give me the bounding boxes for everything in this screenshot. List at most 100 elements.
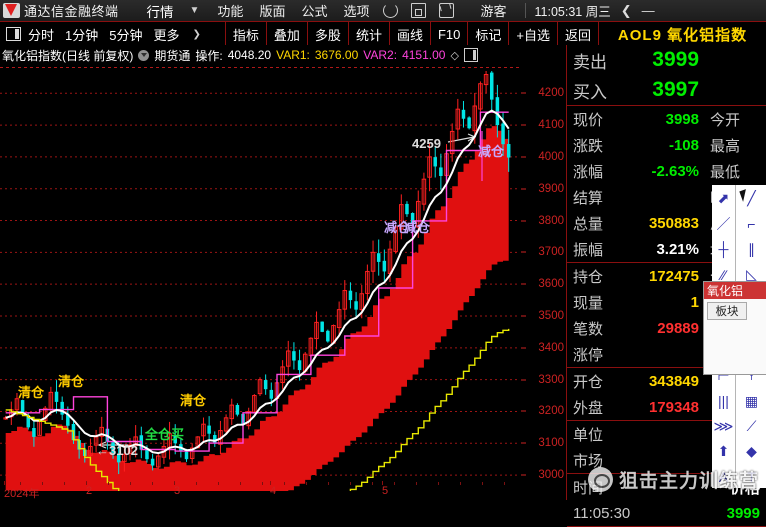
main-menu-bar: 通达信金融终端 行情 ▼ 功能 版面 公式 选项 游客 11:05:31 周三 … [0,0,766,22]
fan-icon[interactable]: ⋙ [713,418,734,435]
candle-body [483,74,489,86]
period-more[interactable]: 更多 [153,27,180,43]
button-drawline[interactable]: 画线 [388,22,430,46]
date-tick-label: 4 [270,485,277,497]
price-tick-label: 3800 [538,214,564,227]
quote-row-label2: 今开 [710,111,741,129]
date-minor-tick [20,482,21,485]
quote-row: 单位 [567,421,766,447]
refresh-icon[interactable] [383,3,399,18]
gann-icon[interactable]: ◺ [746,266,757,283]
menu-item-function[interactable]: 功能 [217,4,244,19]
mail-icon[interactable] [439,3,455,18]
ruler-icon[interactable]: ⌐ [747,215,756,232]
chart-pane[interactable]: 氧化铝指数(日线 前复权) 期货通 操作: 4048.20 VAR1: 3676… [0,45,567,500]
candle-body [201,423,206,437]
diamond-icon[interactable]: ◇ [450,49,459,62]
layout-icon[interactable] [6,27,21,41]
channel-icon[interactable]: ∥ [748,240,755,257]
candle-body [467,117,471,129]
operation-label: 操作: [195,48,223,63]
price-chart-svg[interactable] [0,71,520,491]
panel-icon[interactable] [463,48,478,62]
chart-annotation: 清仓 [180,393,207,408]
candle-body [263,380,268,390]
price-tick-mark [521,410,526,412]
user-guest-label[interactable]: 游客 [480,4,507,19]
ray-icon[interactable]: ⟋ [746,418,757,435]
candle-body [292,351,296,361]
date-minor-tick [240,482,241,485]
price-tick-mark [521,379,526,381]
candle-body [439,167,443,176]
arrow-up-icon[interactable]: ⬆ [717,443,730,460]
candle-body [14,398,20,411]
row-sell[interactable]: 卖出 3999 [567,45,766,75]
quote-row-label: 单位 [573,426,604,444]
row-buy[interactable]: 买入 3997 [567,75,766,105]
var2-value: 4151.00 [402,48,446,62]
quote-row-label: 振幅 [573,241,604,259]
candle-body [461,109,466,119]
save-icon[interactable] [411,3,427,18]
button-multistock[interactable]: 多股 [306,22,348,46]
bars-icon[interactable]: ||| [718,393,729,410]
price-tick-mark [521,283,526,285]
stock-title: AOL9 氧化铝指数 [617,26,748,44]
chart-top-gridline [0,67,520,68]
quote-row-label: 开仓 [573,373,604,391]
button-add-watchlist[interactable]: +自选 [508,22,557,46]
price-tick-label: 3200 [538,405,564,418]
button-return[interactable]: 返回 [556,22,599,46]
period-group: 分时 1分钟 5分钟 更多 ❯ [28,25,201,44]
parallel-icon[interactable]: ∕∕ [721,266,726,283]
text-icon[interactable]: A [718,469,729,486]
menu-item-market[interactable]: 行情 [146,4,174,20]
sector-popup[interactable]: 氧化铝 板块 [703,281,766,375]
nav-forward-icon[interactable]: — [641,2,655,18]
date-tick-label: 5 [382,485,389,497]
popup-sector-button[interactable]: 板块 [707,302,747,320]
label-icon[interactable]: T [747,469,756,486]
quote-row-label: 涨跌 [573,137,604,155]
candle-body [116,453,121,463]
candle-body [393,226,398,252]
grid-icon[interactable]: ▦ [744,392,759,409]
app-logo-icon [3,3,20,18]
nav-back-icon[interactable]: ❮ [620,2,632,18]
menu-item-options[interactable]: 选项 [343,4,370,19]
button-statistics[interactable]: 统计 [347,22,389,46]
quote-row-value: 350883 [648,214,699,232]
menu-item-layout[interactable]: 版面 [259,4,286,19]
tick-price: 3999 [726,504,760,522]
quote-row-value: -108 [668,136,699,154]
var1-value: 3676.00 [314,48,359,62]
period-intraday[interactable]: 分时 [28,27,55,43]
candle-body [213,435,217,444]
date-minor-tick [372,482,373,485]
crosshair-icon[interactable]: ┼ [718,241,729,258]
period-1min[interactable]: 1分钟 [65,27,99,43]
chevron-right-icon[interactable]: ❯ [192,28,201,40]
cursor-icon[interactable]: ⬈ [717,190,730,207]
menu-item-formula[interactable]: 公式 [301,4,328,19]
date-minor-tick [196,482,197,485]
date-minor-tick [416,482,417,485]
button-overlay[interactable]: 叠加 [265,22,307,46]
marker-icon[interactable]: ◆ [746,443,757,460]
date-minor-tick [394,482,395,485]
price-tick-mark [521,156,526,158]
button-indicator[interactable]: 指标 [224,22,266,46]
chevron-down-circle-icon[interactable] [138,49,150,61]
period-5min[interactable]: 5分钟 [109,27,143,43]
button-mark[interactable]: 标记 [467,22,508,46]
trendline-icon[interactable]: ／ [716,215,731,232]
measure-icon[interactable]: ⟊ [749,367,754,384]
button-f10[interactable]: F10 [429,22,467,46]
indicator-provider: 期货通 [154,48,191,63]
chevron-down-icon[interactable]: ▼ [189,5,200,16]
date-minor-tick [108,482,109,485]
segment-icon[interactable]: ╱ [747,190,756,207]
quote-row-value: 1 [690,293,699,311]
candle-body [427,156,432,178]
